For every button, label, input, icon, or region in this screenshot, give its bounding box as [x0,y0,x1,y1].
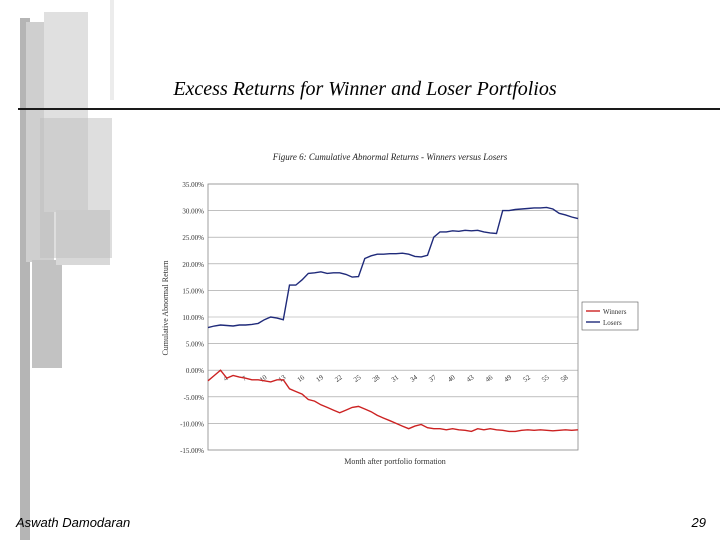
x-tick-label: 13 [277,373,288,384]
y-tick-label: 15.00% [182,287,204,295]
x-tick-label: 4 [222,374,230,383]
y-tick-label: 25.00% [182,234,204,242]
x-axis-label: Month after portfolio formation [344,457,446,466]
series-line-winners [207,369,579,433]
y-axis-label: Cumulative Abnormal Return [161,260,170,355]
x-tick-label: 43 [465,373,476,384]
legend-label-winners: Winners [603,308,627,316]
chart-title: Figure 6: Cumulative Abnormal Returns - … [272,152,508,162]
decor-bar-7 [40,118,112,258]
footer-author: Aswath Damodaran [16,515,131,530]
x-tick-label: 25 [352,373,363,384]
y-tick-label: 0.00% [186,367,204,375]
slide-title: Excess Returns for Winner and Loser Port… [173,78,557,100]
y-tick-label: 35.00% [182,181,204,189]
decor-bar-1 [20,18,30,540]
x-tick-label: 31 [390,373,401,384]
y-tick-label: 10.00% [182,314,204,322]
line-chart: Figure 6: Cumulative Abnormal Returns - … [161,152,639,466]
x-tick-label: 49 [503,373,514,384]
x-tick-label: 37 [427,373,438,384]
x-tick-label: 34 [409,373,420,384]
x-tick-label: 55 [540,373,551,384]
title-divider [18,108,720,110]
x-tick-label: 58 [559,373,570,384]
series-line-losers [207,206,579,329]
y-tick-label: 20.00% [182,261,204,269]
x-tick-label: 46 [484,373,495,384]
decor-bar-3 [32,260,62,368]
page-number: 29 [691,515,706,530]
y-tick-label: -15.00% [180,447,204,455]
x-tick-label: 19 [315,373,326,384]
x-tick-label: 10 [258,373,269,384]
x-tick-label: 40 [446,373,457,384]
legend-box [581,301,639,331]
y-tick-label: -10.00% [180,420,204,428]
decor-bar-6 [110,0,114,100]
x-tick-label: 28 [371,373,382,384]
x-tick-label: 16 [296,373,307,384]
y-tick-label: -5.00% [184,394,205,402]
y-tick-label: 5.00% [186,341,204,349]
y-tick-label: 30.00% [182,208,204,216]
legend-label-losers: Losers [603,319,622,327]
x-tick-label: 22 [333,373,344,384]
x-tick-label: 52 [522,373,533,384]
